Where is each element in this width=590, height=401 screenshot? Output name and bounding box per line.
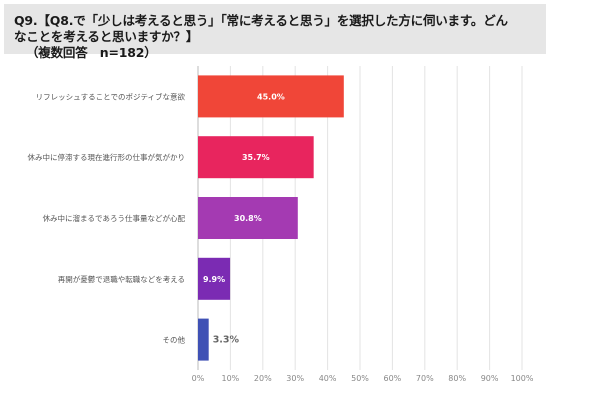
question-text-line1: Q9.【Q8.で「少しは考えると思う」「常に考えると思う」を選択した方に伺います… <box>14 13 508 28</box>
x-tick-label-70: 70% <box>416 374 434 383</box>
x-tick-label-80: 80% <box>448 374 466 383</box>
x-tick-label-50: 50% <box>351 374 369 383</box>
bar-value-label-4: 9.9% <box>203 275 225 284</box>
x-tick-label-10: 10% <box>222 374 240 383</box>
x-tick-label-30: 30% <box>286 374 304 383</box>
bar-2 <box>198 136 314 179</box>
question-header: Q9.【Q8.で「少しは考えると思う」「常に考えると思う」を選択した方に伺います… <box>4 4 546 60</box>
category-label-2: 休み中に停滞する現在進行形の仕事が気がかり <box>28 152 186 162</box>
x-tick-label-0: 0% <box>192 374 205 383</box>
bar-value-label-5: 3.3% <box>213 335 240 346</box>
bar-5 <box>198 318 209 361</box>
x-tick-label-100: 100% <box>511 374 534 383</box>
x-tick-label-20: 20% <box>254 374 272 383</box>
category-label-3: 休み中に溜まるであろう仕事量などが心配 <box>43 213 186 223</box>
category-label-4: 再開が憂鬱で退職や転職などを考える <box>58 274 185 284</box>
bar-4 <box>198 257 231 300</box>
x-tick-label-90: 90% <box>481 374 499 383</box>
x-tick-label-60: 60% <box>384 374 402 383</box>
bar-1 <box>198 75 344 118</box>
question-sample-size: （複数回答 n=182） <box>26 45 157 60</box>
bar-value-label-1: 45.0% <box>257 92 285 101</box>
question-text-line2: なことを考えると思いますか？】 <box>14 29 199 44</box>
bar-value-label-3: 30.8% <box>234 214 262 223</box>
x-tick-label-40: 40% <box>319 374 337 383</box>
category-label-5: その他 <box>163 335 186 345</box>
category-label-1: リフレッシュすることでのポジティブな意欲 <box>36 91 186 101</box>
bar-3 <box>198 197 298 239</box>
bar-value-label-2: 35.7% <box>242 153 270 162</box>
